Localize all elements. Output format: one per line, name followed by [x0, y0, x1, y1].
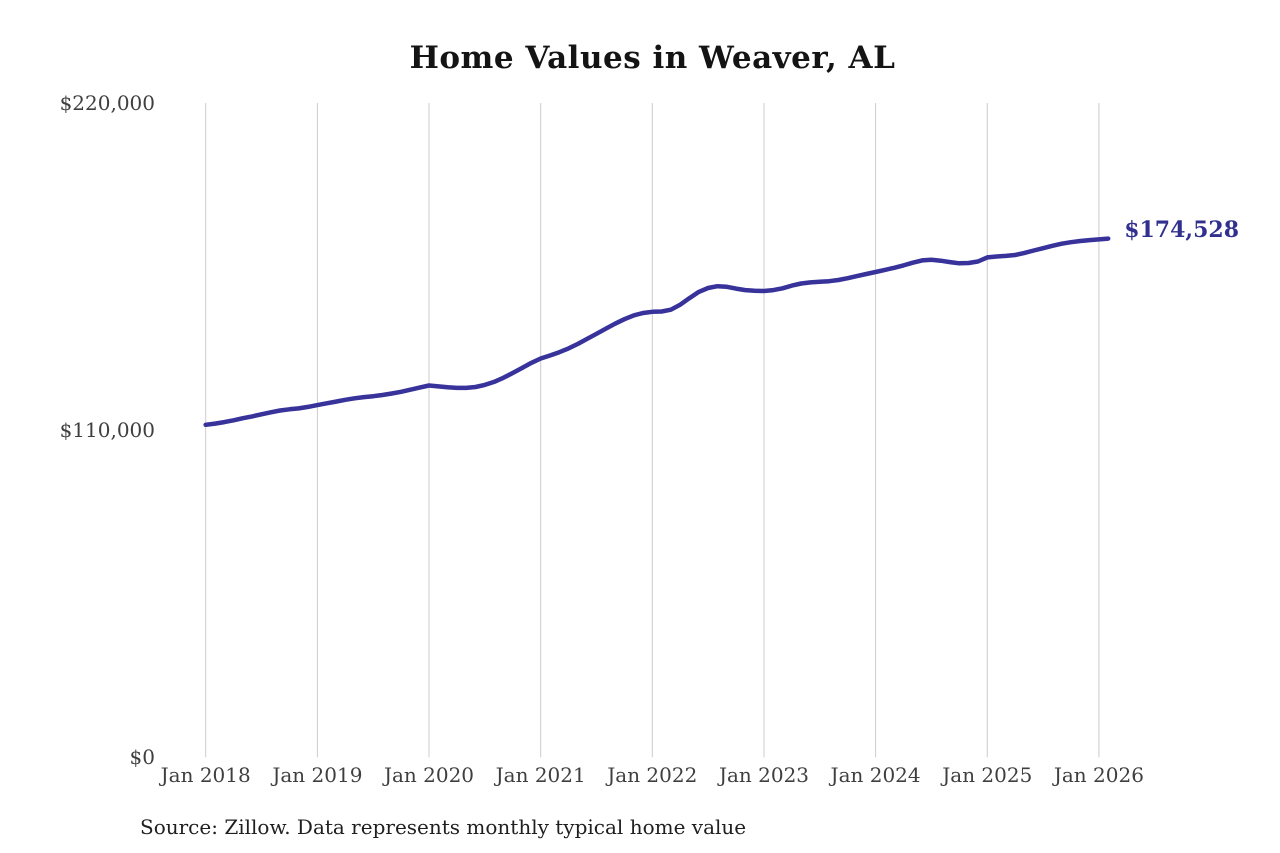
y-tick-label: $0	[129, 745, 155, 770]
y-tick-label: $110,000	[59, 418, 155, 443]
home-value-line	[203, 236, 1111, 428]
x-tick-label: Jan 2018	[160, 763, 251, 787]
x-tick-label: Jan 2020	[383, 763, 475, 787]
x-tick-label: Jan 2026	[1053, 763, 1144, 787]
x-tick-label: Jan 2022	[607, 763, 698, 787]
x-tick-label: Jan 2019	[272, 763, 363, 787]
chart-title: Home Values in Weaver, AL	[409, 40, 896, 76]
source-note: Source: Zillow. Data represents monthly …	[140, 815, 747, 839]
x-tick-label: Jan 2024	[830, 763, 921, 787]
x-tick-label: Jan 2023	[718, 763, 810, 787]
x-tick-label: Jan 2021	[495, 763, 586, 787]
current-value-label: $174,528	[1124, 216, 1239, 243]
x-tick-label: Jan 2025	[942, 763, 1033, 787]
y-tick-label: $220,000	[59, 91, 155, 116]
